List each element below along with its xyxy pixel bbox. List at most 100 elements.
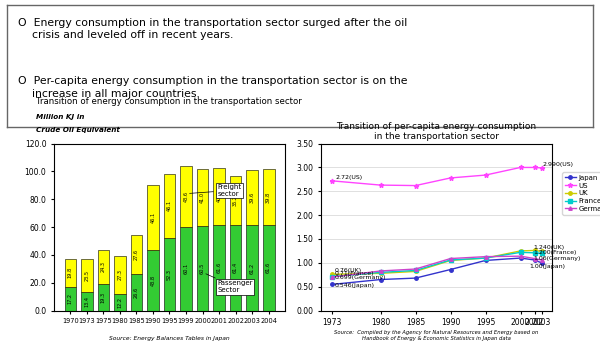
Line: Germany: Germany: [330, 255, 543, 279]
Text: 43.8: 43.8: [151, 275, 155, 286]
Text: Freight
sector: Freight sector: [190, 184, 242, 197]
Germany: [328, 275, 335, 279]
Text: 43.6: 43.6: [184, 191, 188, 202]
Bar: [114, 294, 126, 311]
Bar: [197, 227, 208, 311]
Germany: [517, 254, 524, 258]
Text: 46.1: 46.1: [167, 200, 172, 211]
Text: 40.9: 40.9: [217, 191, 221, 202]
Bar: [246, 225, 258, 311]
Text: 1.00(Japan): 1.00(Japan): [529, 264, 565, 269]
US: [482, 173, 489, 177]
Text: 60.1: 60.1: [184, 263, 188, 274]
France: [482, 256, 489, 260]
Text: 1.240(UK): 1.240(UK): [533, 244, 564, 250]
Text: Passenger
Sector: Passenger Sector: [206, 274, 253, 293]
Bar: [246, 170, 258, 225]
Japan: [517, 256, 524, 260]
US: [412, 183, 419, 188]
Japan: [531, 258, 538, 262]
US: [328, 179, 335, 183]
Bar: [164, 174, 175, 238]
Text: 52.3: 52.3: [167, 269, 172, 280]
Text: Million KJ in: Million KJ in: [35, 113, 84, 120]
Line: US: US: [329, 165, 544, 188]
Text: 13.4: 13.4: [85, 296, 89, 307]
Bar: [98, 284, 109, 311]
Text: 26.6: 26.6: [134, 286, 139, 298]
UK: [412, 269, 419, 274]
Japan: [447, 267, 454, 272]
US: [538, 166, 545, 170]
Title: Transition of per-capita energy consumption
in the transportation sector: Transition of per-capita energy consumpt…: [337, 122, 536, 141]
Japan: [412, 276, 419, 280]
Text: 19.3: 19.3: [101, 292, 106, 303]
Germany: [447, 256, 454, 261]
Text: 46.1: 46.1: [151, 212, 155, 223]
Germany: [538, 258, 545, 262]
Bar: [213, 168, 225, 225]
Text: 39.6: 39.6: [250, 192, 254, 204]
France: [538, 251, 545, 256]
Text: 61.6: 61.6: [266, 262, 271, 273]
Text: 1.06(Germany): 1.06(Germany): [533, 256, 580, 261]
Text: Crude Oil Equivalent: Crude Oil Equivalent: [35, 127, 119, 133]
US: [447, 176, 454, 180]
Bar: [131, 274, 142, 311]
Bar: [147, 186, 159, 250]
Text: 17.2: 17.2: [68, 293, 73, 304]
France: [377, 270, 384, 275]
Text: 60.5: 60.5: [200, 263, 205, 274]
Line: UK: UK: [330, 249, 543, 276]
Text: 0.699(Germany): 0.699(Germany): [335, 275, 386, 280]
Bar: [230, 176, 241, 225]
Bar: [81, 259, 93, 292]
Text: 61.4: 61.4: [233, 262, 238, 274]
France: [517, 250, 524, 255]
Text: 0.76(UK): 0.76(UK): [335, 268, 362, 273]
US: [531, 165, 538, 169]
Bar: [65, 259, 76, 286]
Text: 61.6: 61.6: [217, 262, 221, 273]
UK: [538, 249, 545, 253]
Bar: [180, 227, 192, 311]
Bar: [180, 166, 192, 227]
Japan: [538, 261, 545, 265]
UK: [328, 272, 335, 276]
UK: [482, 256, 489, 260]
Text: 12.2: 12.2: [118, 297, 122, 308]
France: [412, 268, 419, 272]
Japan: [377, 278, 384, 282]
US: [377, 183, 384, 187]
Bar: [114, 256, 126, 294]
Germany: [412, 267, 419, 271]
Text: 23.5: 23.5: [85, 270, 89, 281]
Text: Source:  Compiled by the Agency for Natural Resources and Energy based on
Handbo: Source: Compiled by the Agency for Natur…: [334, 330, 539, 341]
Bar: [98, 250, 109, 284]
Text: O  Energy consumption in the transportation sector surged after the oil
    cris: O Energy consumption in the transportati…: [18, 18, 407, 41]
Bar: [147, 250, 159, 311]
Text: 35.2: 35.2: [233, 195, 238, 206]
Bar: [263, 169, 275, 225]
Bar: [81, 292, 93, 311]
Text: 24.3: 24.3: [101, 261, 106, 272]
France: [328, 275, 335, 279]
Text: 41.0: 41.0: [200, 192, 205, 204]
Text: 61.2: 61.2: [250, 262, 254, 274]
Text: 2.990(US): 2.990(US): [542, 163, 573, 168]
Bar: [230, 225, 241, 311]
US: [517, 165, 524, 169]
UK: [517, 249, 524, 253]
Line: France: France: [330, 251, 543, 279]
Legend: Japan, US, UK, France, Germany: Japan, US, UK, France, Germany: [562, 172, 600, 215]
Bar: [131, 235, 142, 274]
Text: 27.6: 27.6: [134, 249, 139, 260]
Germany: [482, 255, 489, 259]
Text: O  Per-capita energy consumption in the transportation sector is on the
    incr: O Per-capita energy consumption in the t…: [18, 76, 407, 99]
Bar: [164, 238, 175, 311]
Bar: [213, 225, 225, 311]
Bar: [263, 225, 275, 311]
Bar: [197, 169, 208, 227]
Germany: [531, 256, 538, 261]
UK: [531, 248, 538, 253]
